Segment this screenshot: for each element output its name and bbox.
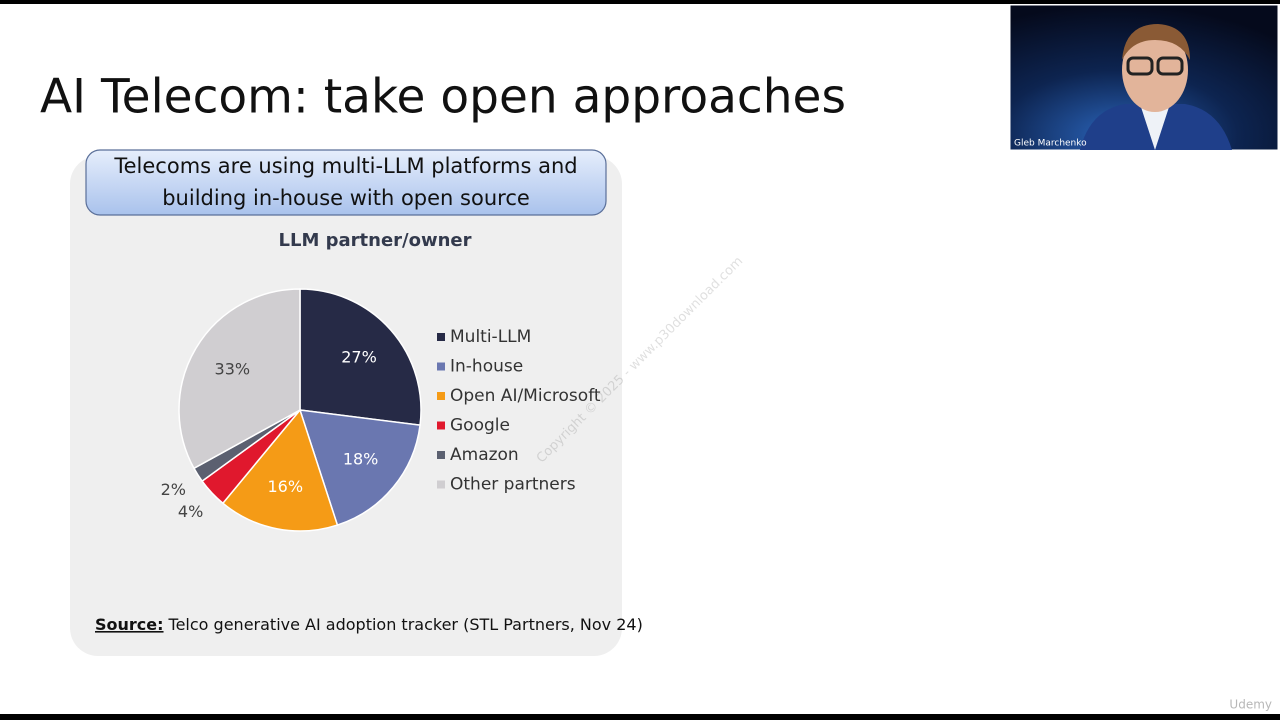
source-label: Source: bbox=[95, 615, 164, 634]
pie-slice bbox=[221, 408, 339, 532]
legend-label: Amazon bbox=[450, 445, 519, 465]
presenter-name: Gleb Marchenko bbox=[1014, 139, 1087, 149]
legend-label: Open AI/Microsoft bbox=[450, 386, 601, 406]
legend-swatch bbox=[437, 392, 445, 400]
legend-label: Multi-LLM bbox=[450, 327, 531, 347]
legend-label: Google bbox=[450, 416, 510, 436]
legend-swatch bbox=[437, 362, 445, 371]
legend-swatch bbox=[437, 421, 445, 430]
pie-slice bbox=[178, 288, 301, 470]
callout-line: building in-house with open source bbox=[162, 186, 530, 210]
pie: 27% 18% 16% 4% 2% 33% bbox=[161, 288, 422, 532]
pie-slice bbox=[298, 409, 421, 527]
legend-swatch bbox=[437, 451, 445, 459]
callout-line: Telecoms are using multi-LLM platforms a… bbox=[113, 154, 577, 178]
data-label: 16% bbox=[267, 477, 303, 496]
data-label: 27% bbox=[341, 347, 377, 366]
pie-slice bbox=[299, 288, 422, 427]
legend-swatch bbox=[437, 480, 445, 489]
slide-title: AI Telecom: take open approaches bbox=[40, 70, 846, 125]
data-label: 2% bbox=[161, 480, 186, 499]
source-text: Telco generative AI adoption tracker (ST… bbox=[168, 615, 643, 634]
callout bbox=[85, 149, 607, 216]
legend-label: In-house bbox=[450, 357, 523, 377]
legend-swatch bbox=[437, 333, 445, 341]
platform-logo: Udemy bbox=[1229, 698, 1272, 712]
webcam bbox=[1009, 4, 1279, 151]
source: Source: Telco generative AI adoption trac… bbox=[95, 615, 643, 634]
data-label: 4% bbox=[178, 502, 203, 521]
data-label: 33% bbox=[215, 359, 251, 378]
legend: Multi-LLM In-house Open AI/Microsoft Google… bbox=[437, 327, 601, 495]
chart-title: LLM partner/owner bbox=[279, 230, 472, 251]
legend-label: Other partners bbox=[450, 475, 576, 495]
data-label: 18% bbox=[343, 450, 379, 469]
